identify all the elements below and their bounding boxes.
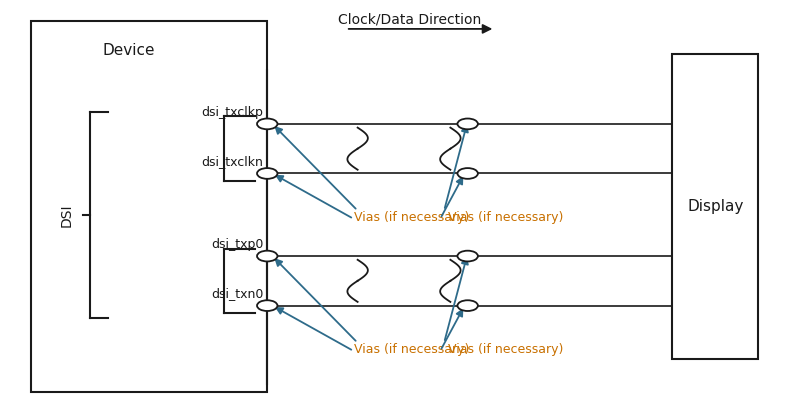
Circle shape: [257, 168, 277, 179]
Text: dsi_txn0: dsi_txn0: [211, 287, 263, 300]
Text: dsi_txclkp: dsi_txclkp: [201, 106, 263, 119]
Text: Vias (if necessary): Vias (if necessary): [448, 211, 564, 223]
Circle shape: [257, 251, 277, 261]
Text: dsi_txclkn: dsi_txclkn: [201, 155, 263, 168]
Circle shape: [457, 119, 478, 129]
Circle shape: [457, 300, 478, 311]
Circle shape: [457, 251, 478, 261]
Bar: [31, 21, 267, 392]
Circle shape: [257, 119, 277, 129]
Text: Vias (if necessary): Vias (if necessary): [354, 343, 469, 356]
Text: dsi_txp0: dsi_txp0: [211, 238, 263, 251]
Text: DSI: DSI: [60, 203, 74, 226]
Text: Device: Device: [102, 43, 155, 58]
Text: Vias (if necessary): Vias (if necessary): [448, 343, 564, 356]
Circle shape: [257, 300, 277, 311]
Text: Clock/Data Direction: Clock/Data Direction: [338, 13, 481, 27]
Text: Display: Display: [687, 199, 744, 214]
Text: Vias (if necessary): Vias (if necessary): [354, 211, 469, 223]
Circle shape: [457, 168, 478, 179]
Bar: [672, 54, 758, 359]
